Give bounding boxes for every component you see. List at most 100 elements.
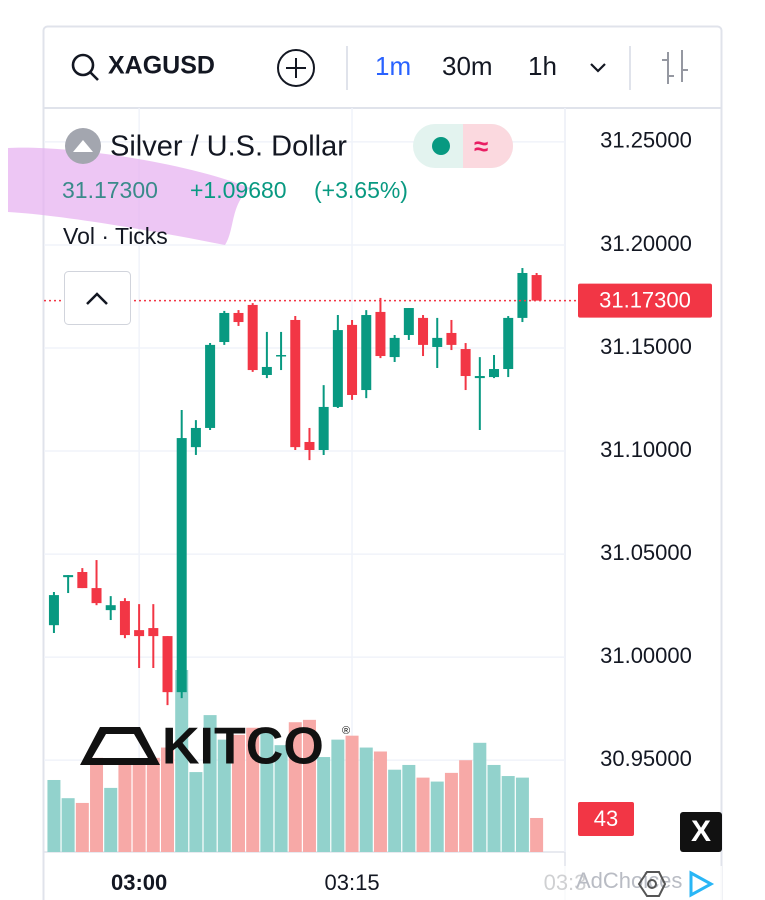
volume-bar [246, 727, 260, 852]
last-price-label: 31.17300 [599, 287, 691, 312]
legend-change: +1.09680 [190, 177, 287, 203]
interval-dropdown[interactable] [590, 63, 606, 73]
interval-1h[interactable]: 1h [528, 51, 557, 81]
legend-change-percent: (+3.65%) [314, 177, 408, 203]
volume-bar [260, 730, 274, 852]
kitco-logo: KITCO ® [80, 718, 350, 776]
volume-bar [75, 802, 89, 852]
volume-bar [473, 742, 487, 852]
candle-body [474, 376, 485, 379]
candle-body [332, 330, 343, 407]
volume-bar [161, 747, 175, 852]
volume-bar [146, 757, 160, 852]
candle-body [375, 311, 386, 357]
y-tick-label: 31.10000 [600, 437, 692, 462]
candle-body [105, 605, 116, 611]
volume-bar [530, 817, 544, 852]
y-tick-label: 31.00000 [600, 643, 692, 668]
volume-bar [444, 772, 458, 852]
volume-bar [331, 739, 345, 852]
last-price-box [578, 283, 712, 318]
volume-bar [402, 764, 416, 852]
candle-body [219, 312, 230, 343]
candle-body [503, 317, 514, 370]
interval-1m[interactable]: 1m [375, 51, 411, 81]
symbol-logo-glyph [73, 140, 93, 152]
candle-body [176, 438, 187, 693]
volume-bar [515, 777, 529, 852]
chevron-up [86, 292, 108, 305]
candle-body [205, 344, 216, 428]
candle-body [190, 427, 201, 448]
y-tick-label: 31.05000 [600, 540, 692, 565]
candle-body [347, 324, 358, 395]
volume-bar [388, 769, 402, 852]
x-tick-label: 03:15 [325, 870, 380, 895]
volume-bar [302, 719, 316, 852]
indicator-label: Vol · Ticks [63, 223, 168, 249]
volume-bar [217, 739, 231, 852]
volume-bar [175, 670, 189, 852]
y-tick-label: 31.20000 [600, 231, 692, 256]
candle-body [134, 630, 145, 637]
candle-body [91, 588, 102, 604]
volume-bar [61, 798, 75, 852]
candle-body [290, 319, 301, 448]
candle-body [460, 349, 471, 377]
logo-registered: ® [342, 725, 350, 737]
candle-body [531, 275, 542, 301]
candle-body [233, 312, 244, 323]
candle-body [148, 628, 159, 637]
x-tick-label: 03:00 [111, 870, 167, 895]
candle-body [261, 366, 272, 375]
candle-body [247, 304, 258, 371]
volume-bar [90, 757, 104, 852]
logo-mark [80, 727, 160, 765]
candle-series [48, 268, 542, 706]
candle-body [48, 595, 59, 626]
status-pill-right [463, 124, 513, 168]
interval-30m[interactable]: 30m [442, 51, 493, 81]
volume-bar [430, 781, 444, 852]
volume-bar [416, 777, 430, 852]
close-ad-label: X [691, 815, 711, 848]
last-volume-label: 43 [594, 806, 618, 831]
volume-bar [104, 787, 118, 852]
chart-type-icon[interactable] [662, 50, 688, 84]
adchoices-icon [689, 870, 715, 898]
logo-text: KITCO [162, 718, 324, 776]
candle-body [318, 406, 329, 451]
candle-body [432, 337, 443, 347]
last-volume-box [578, 802, 634, 836]
search-icon[interactable] [71, 53, 95, 77]
volume-bar [317, 757, 331, 852]
ad-overlay: X AdChoices [538, 812, 722, 900]
volume-bar [274, 745, 288, 852]
collapse-legend-button[interactable] [64, 271, 131, 325]
market-open-dot [432, 137, 450, 155]
adchoices-text[interactable]: AdChoices [576, 868, 682, 893]
volume-bar [203, 715, 217, 852]
settings-icon-center [647, 879, 657, 889]
candle-body [389, 337, 400, 358]
candle-body [119, 601, 130, 636]
candle-body [77, 572, 88, 589]
volume-bar [189, 772, 203, 852]
candle-body [361, 315, 372, 391]
legend: Silver / U.S. Dollar ≈ 31.17300 +1.09680… [8, 124, 513, 325]
search-icon-handle [89, 71, 99, 81]
close-ad-button[interactable] [680, 812, 722, 852]
symbol[interactable]: XAGUSD [108, 52, 215, 80]
candle-body [403, 308, 414, 336]
add-symbol-button[interactable] [277, 49, 315, 87]
highlight-mark [8, 147, 250, 245]
volume-bar [132, 764, 146, 852]
volume-bar [501, 776, 515, 852]
settings-icon[interactable] [637, 871, 667, 897]
y-tick-label: 31.25000 [600, 128, 692, 153]
volume-bar [47, 779, 61, 852]
volume-bar [118, 760, 132, 852]
candle-body [63, 575, 74, 578]
